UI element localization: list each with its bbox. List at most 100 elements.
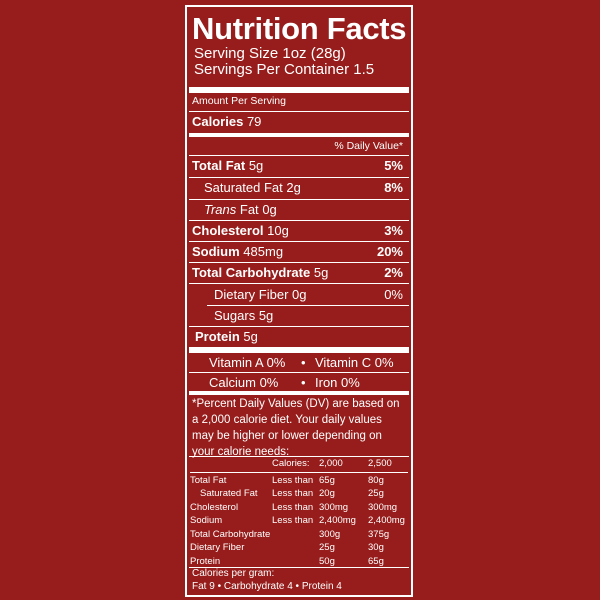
table-cell: 20g: [319, 488, 335, 499]
nutrient-label: Saturated Fat: [204, 180, 283, 195]
table-cell: 300mg: [319, 501, 349, 513]
servings-per-container: Servings Per Container 1.5: [194, 61, 375, 78]
divider: [189, 456, 409, 457]
nutrient-label: Trans: [204, 202, 237, 217]
table-cell: 25g: [368, 488, 384, 499]
nutrient-amount: 0g: [292, 287, 307, 302]
divider: [189, 567, 409, 568]
nutrient-dv: 20%: [376, 244, 403, 259]
thick-divider: [189, 87, 409, 93]
vitamin-a: Vitamin A 0%: [209, 355, 286, 370]
nutrient-dv: 8%: [384, 180, 403, 195]
calories-per-gram: Calories per gram: Fat 9 • Carbohydrate …: [192, 567, 405, 593]
nutrient-row-total-carbohydrate: Total Carbohydrate 5g 2%: [192, 265, 403, 280]
table-header-col1: 2,000: [319, 458, 343, 469]
divider: [189, 372, 409, 373]
divider: [189, 177, 409, 178]
nutrient-dv: 5%: [384, 158, 403, 173]
divider: [189, 262, 409, 263]
table-cell: [272, 555, 319, 569]
table-row: Cholesterol Less than 300mg 300mg: [190, 501, 408, 515]
nutrition-facts-panel: Nutrition Facts Serving Size 1oz (28g) S…: [185, 5, 413, 597]
nutrient-row-protein: Protein 5g: [195, 329, 403, 344]
nutrient-dv: 2%: [384, 265, 403, 280]
nutrient-amount: 5g: [243, 329, 258, 344]
nutrient-amount: 0g: [262, 202, 277, 217]
panel-title: Nutrition Facts: [192, 11, 407, 46]
table-cell: 80g: [368, 474, 384, 486]
table-cell: 2,400mg: [368, 515, 405, 526]
medium-divider: [189, 133, 409, 137]
nutrient-row-cholesterol: Cholesterol 10g 3%: [192, 223, 403, 238]
table-cell: Protein: [190, 555, 221, 567]
calories-row: Calories 79: [192, 114, 403, 129]
nutrient-dv: 0%: [384, 287, 403, 302]
divider: [189, 283, 409, 284]
daily-value-header: % Daily Value*: [334, 140, 403, 152]
table-row: Saturated Fat Less than 20g 25g: [190, 487, 408, 501]
divider: [189, 155, 409, 156]
table-row: Dietary Fiber 25g 30g: [190, 541, 408, 555]
table-cell: Sodium: [190, 515, 223, 526]
table-cell: Dietary Fiber: [190, 542, 245, 553]
daily-values-table: Calories: 2,000 2,500 Total Fat Less tha…: [190, 457, 408, 568]
nutrient-amount: 10g: [267, 223, 289, 238]
table-row: Total Carbohydrate 300g 375g: [190, 528, 408, 542]
divider: [189, 326, 409, 327]
thick-divider: [189, 347, 409, 353]
nutrient-label-suffix: Fat: [239, 202, 259, 217]
vitamin-c: Vitamin C 0%: [315, 355, 394, 370]
table-cell: Less than: [272, 501, 314, 513]
divider: [189, 111, 409, 112]
table-cell: 30g: [368, 542, 384, 553]
table-cell: Less than: [272, 474, 314, 486]
table-cell: Total Carbohydrate: [190, 528, 271, 540]
serving-size: Serving Size 1oz (28g): [194, 45, 346, 62]
nutrient-amount: 5g: [258, 308, 274, 323]
table-row: Protein 50g 65g: [190, 555, 408, 569]
bullet-separator: •: [301, 375, 306, 390]
bullet-separator: •: [301, 355, 306, 370]
nutrient-amount: 2g: [286, 180, 301, 195]
table-cell: Less than: [272, 488, 314, 499]
calcium: Calcium 0%: [209, 375, 279, 390]
table-header-row: Calories: 2,000 2,500: [190, 457, 408, 471]
medium-divider: [189, 391, 409, 395]
calories-per-gram-values: Fat 9 • Carbohydrate 4 • Protein 4: [192, 581, 342, 592]
calories-per-gram-label: Calories per gram:: [192, 568, 275, 579]
divider: [189, 199, 409, 200]
nutrient-label: Sodium: [192, 244, 240, 259]
table-row: Sodium Less than 2,400mg 2,400mg: [190, 514, 408, 528]
divider: [189, 241, 409, 242]
table-cell: Cholesterol: [190, 501, 239, 513]
table-cell: [272, 528, 319, 542]
table-header-col2: 2,500: [368, 458, 392, 469]
table-cell: [272, 541, 319, 555]
table-cell: 50g: [319, 555, 335, 567]
table-cell: 65g: [319, 474, 335, 486]
nutrient-label: Sugars: [214, 308, 256, 323]
nutrient-label: Dietary Fiber: [214, 287, 289, 302]
table-cell: Saturated Fat: [200, 488, 258, 499]
nutrient-row-saturated-fat: Saturated Fat 2g 8%: [204, 180, 403, 195]
nutrient-row-sugars: Sugars 5g: [214, 308, 403, 323]
table-cell: 375g: [368, 528, 390, 540]
table-row: Total Fat Less than 65g 80g: [190, 474, 408, 488]
table-cell: Total Fat: [190, 474, 227, 486]
serving-info: Serving Size 1oz (28g) Servings Per Cont…: [194, 46, 374, 78]
footnote: *Percent Daily Values (DV) are based on …: [192, 398, 400, 458]
calories-value: 79: [246, 114, 262, 129]
nutrient-label: Total Fat: [192, 158, 246, 173]
divider: [207, 305, 409, 306]
nutrient-row-dietary-fiber: Dietary Fiber 0g 0%: [214, 287, 403, 302]
nutrient-label: Total Carbohydrate: [192, 265, 311, 280]
calories-label: Calories: [192, 114, 244, 129]
nutrient-amount: 5g: [248, 158, 264, 173]
table-cell: 300mg: [368, 501, 398, 513]
nutrient-row-trans-fat: Trans Fat 0g: [204, 202, 403, 217]
table-cell: 25g: [319, 542, 335, 553]
nutrient-label: Cholesterol: [192, 223, 264, 238]
amount-per-serving: Amount Per Serving: [192, 95, 286, 107]
table-header-label: Calories:: [272, 458, 310, 469]
table-cell: Less than: [272, 515, 314, 526]
